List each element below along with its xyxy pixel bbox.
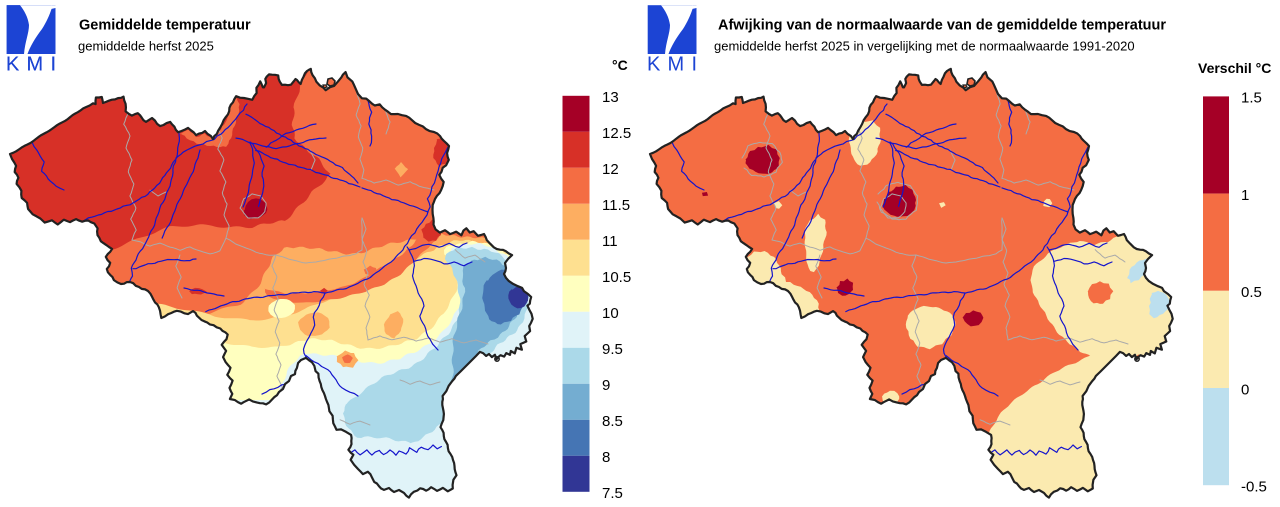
svg-text:1.5: 1.5 [1241,90,1262,107]
svg-text:12: 12 [602,161,619,178]
svg-text:-0.5: -0.5 [1241,479,1267,496]
svg-text:13: 13 [602,89,619,106]
svg-text:10: 10 [602,305,619,322]
svg-text:gemiddelde herfst 2025: gemiddelde herfst 2025 [78,39,214,54]
svg-text:0.5: 0.5 [1241,284,1262,301]
svg-text:9.5: 9.5 [602,341,623,358]
svg-text:8.5: 8.5 [602,413,623,430]
svg-text:°C: °C [612,57,628,73]
svg-text:12.5: 12.5 [602,125,631,142]
svg-text:11: 11 [602,233,618,250]
svg-text:11.5: 11.5 [602,197,630,214]
svg-text:10.5: 10.5 [602,269,631,286]
svg-text:7.5: 7.5 [602,485,623,502]
svg-text:Verschil °C: Verschil °C [1198,60,1271,76]
svg-text:Gemiddelde temperatuur: Gemiddelde temperatuur [79,18,251,34]
svg-text:gemiddelde herfst 2025 in verg: gemiddelde herfst 2025 in vergelijking m… [714,39,1135,54]
svg-text:1: 1 [1241,187,1249,204]
svg-text:0: 0 [1241,381,1249,398]
svg-text:Afwijking van de normaalwaarde: Afwijking van de normaalwaarde van de ge… [718,18,1166,34]
svg-text:9: 9 [602,377,610,394]
svg-text:8: 8 [602,449,610,466]
